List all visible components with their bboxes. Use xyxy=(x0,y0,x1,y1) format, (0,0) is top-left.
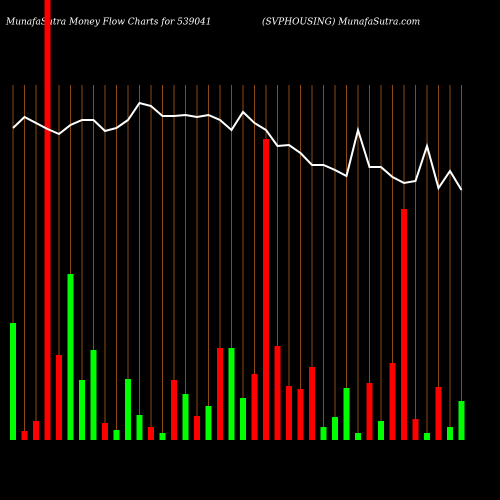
chart-title: MunafaSutra Money Flow Charts for 539041 xyxy=(5,18,212,28)
bar xyxy=(378,421,384,440)
money-flow-line xyxy=(12,101,463,191)
bar xyxy=(297,389,304,440)
bar xyxy=(21,431,28,440)
bar xyxy=(458,401,465,440)
bar xyxy=(343,388,350,440)
bar xyxy=(113,430,120,440)
bar xyxy=(366,383,373,440)
bar xyxy=(67,274,74,440)
bar xyxy=(182,394,189,440)
bar xyxy=(447,427,453,440)
bar xyxy=(435,387,442,440)
bar xyxy=(251,374,258,440)
bar xyxy=(286,386,292,440)
bar xyxy=(263,139,269,440)
bar xyxy=(90,350,97,440)
chart-subtitle: (SVPHOUSING) MunafaSutra.com xyxy=(262,17,420,28)
bar xyxy=(125,379,131,440)
bar xyxy=(332,417,338,440)
bar xyxy=(217,348,223,440)
bar xyxy=(320,427,327,440)
bar xyxy=(274,346,281,440)
bar xyxy=(148,427,154,440)
bar xyxy=(389,363,396,440)
bar xyxy=(33,421,39,440)
bar xyxy=(228,348,235,440)
bar xyxy=(309,367,315,440)
bar xyxy=(44,0,51,440)
bar xyxy=(424,433,430,440)
bar xyxy=(102,423,108,440)
bar xyxy=(10,323,16,440)
bar xyxy=(136,415,143,440)
bar xyxy=(240,398,246,440)
bar xyxy=(205,406,212,440)
bar xyxy=(401,209,407,440)
bar xyxy=(171,380,177,440)
bar xyxy=(194,416,200,440)
bar xyxy=(159,433,166,440)
bar xyxy=(412,419,419,440)
bar xyxy=(56,355,62,440)
bar xyxy=(79,380,85,440)
bar xyxy=(355,433,361,440)
